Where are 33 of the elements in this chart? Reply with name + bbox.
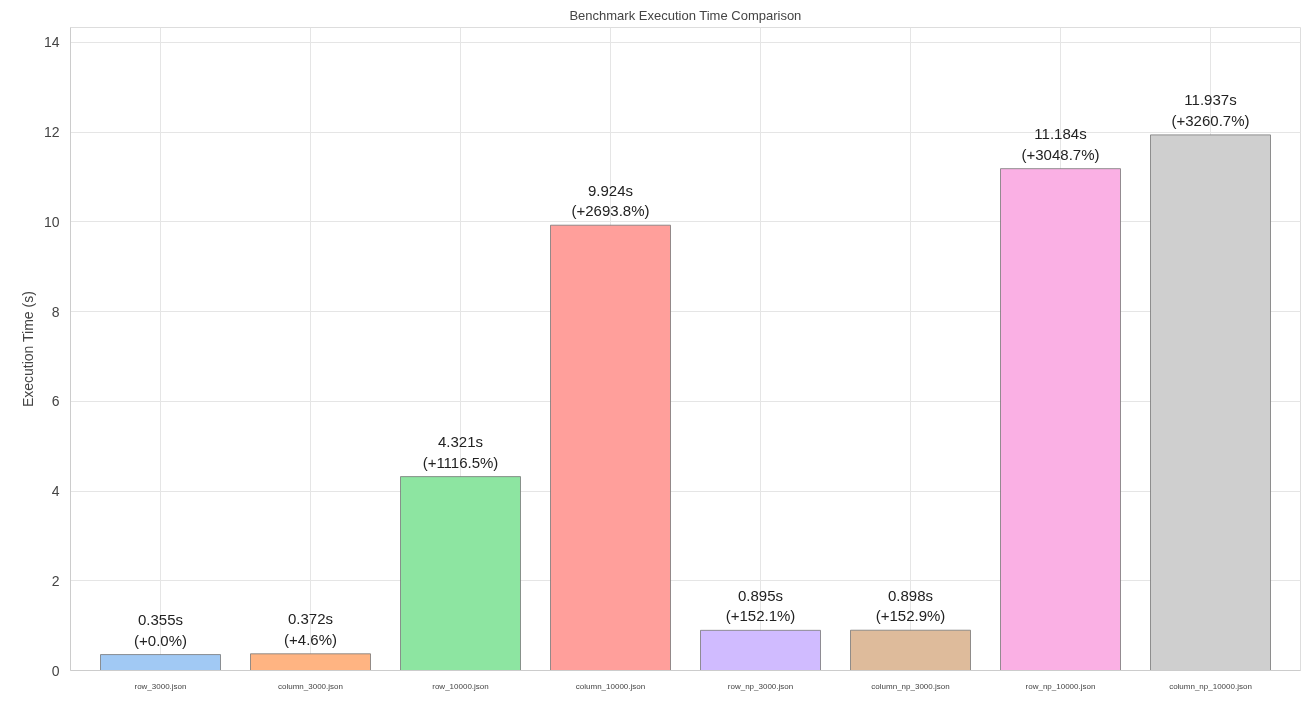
bar xyxy=(100,654,221,671)
x-tick-label: row_3000.json xyxy=(134,681,187,691)
y-axis-title: Execution Time (s) xyxy=(19,291,36,408)
data-label: 4.321s (+1116.5%) xyxy=(422,433,499,471)
y-tick-label: 4 xyxy=(51,483,60,500)
y-tick-label: 12 xyxy=(43,124,60,141)
x-tick-label: column_np_10000.json xyxy=(1169,681,1252,691)
x-tick-label: column_3000.json xyxy=(278,681,343,691)
data-label: 11.937s (+3260.7%) xyxy=(1171,91,1250,129)
bar xyxy=(1000,168,1121,671)
data-label: 0.895s (+152.1%) xyxy=(725,586,796,625)
data-label: 9.924s (+2693.8%) xyxy=(571,181,650,220)
data-label: 0.372s (+4.6%) xyxy=(284,610,337,648)
y-tick-label: 14 xyxy=(43,34,60,51)
y-tick-label: 2 xyxy=(51,572,60,589)
x-tick-label: column_np_3000.json xyxy=(871,681,950,691)
chart-title: Benchmark Execution Time Comparison xyxy=(569,7,802,23)
y-tick-label: 8 xyxy=(51,303,60,320)
bar xyxy=(250,653,371,671)
y-tick-label: 10 xyxy=(43,213,60,230)
x-tick-label: row_np_10000.json xyxy=(1025,681,1096,691)
x-tick-label: column_10000.json xyxy=(575,681,646,691)
bar xyxy=(700,629,821,671)
data-label: 0.898s (+152.9%) xyxy=(875,586,946,625)
x-tick-label: row_np_3000.json xyxy=(727,681,794,691)
data-label: 11.184s (+3048.7%) xyxy=(1021,125,1100,163)
y-tick-label: 6 xyxy=(51,393,60,410)
bar xyxy=(850,629,971,671)
data-label: 0.355s (+0.0%) xyxy=(134,611,187,649)
bar xyxy=(400,476,521,671)
bar xyxy=(550,224,671,671)
y-tick-label: 0 xyxy=(51,662,60,679)
x-tick-label: row_10000.json xyxy=(432,681,489,691)
